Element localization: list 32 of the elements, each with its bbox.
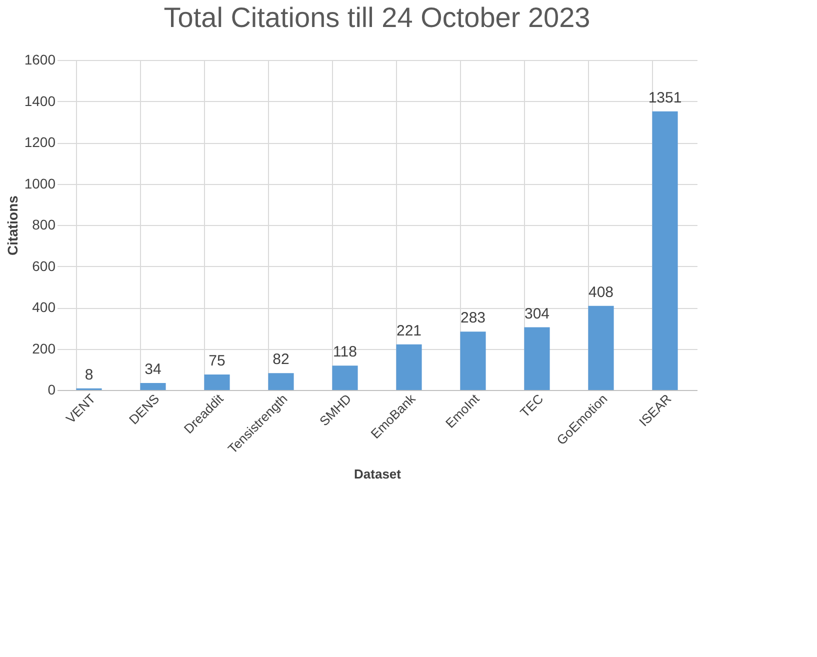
y-tick-label: 1000 [24, 175, 56, 192]
data-label: 82 [272, 351, 290, 368]
x-axis-title: Dataset [354, 466, 402, 482]
y-tick-label: 200 [32, 340, 56, 356]
data-label: 118 [333, 344, 357, 361]
y-tick-label: 1400 [24, 92, 56, 109]
y-tick-label: 1600 [24, 52, 56, 68]
bar [524, 327, 550, 390]
y-tick-label: 600 [32, 258, 56, 274]
y-axis-title: Citations [4, 195, 20, 256]
y-tick-label: 400 [32, 299, 56, 315]
data-label: 408 [588, 284, 614, 301]
bar [268, 373, 294, 390]
data-label: 283 [460, 310, 486, 327]
bar [588, 306, 614, 390]
y-tick-label: 800 [32, 216, 56, 232]
data-label: 221 [396, 322, 422, 340]
data-label: 8 [84, 366, 94, 384]
data-label: 304 [524, 305, 550, 322]
x-tick-label: TEC [517, 391, 546, 420]
chart-title: Total Citations till 24 October 2023 [164, 2, 590, 33]
bar [460, 332, 486, 390]
y-tick-label: 1200 [24, 134, 56, 150]
bar [396, 344, 422, 390]
bar [332, 366, 358, 390]
bar [652, 111, 678, 390]
data-label: 34 [144, 360, 162, 378]
data-label: 75 [208, 352, 226, 370]
bar [140, 382, 166, 390]
data-label: 1351 [648, 89, 682, 106]
bar [204, 374, 230, 390]
y-tick-label: 0 [48, 382, 56, 398]
